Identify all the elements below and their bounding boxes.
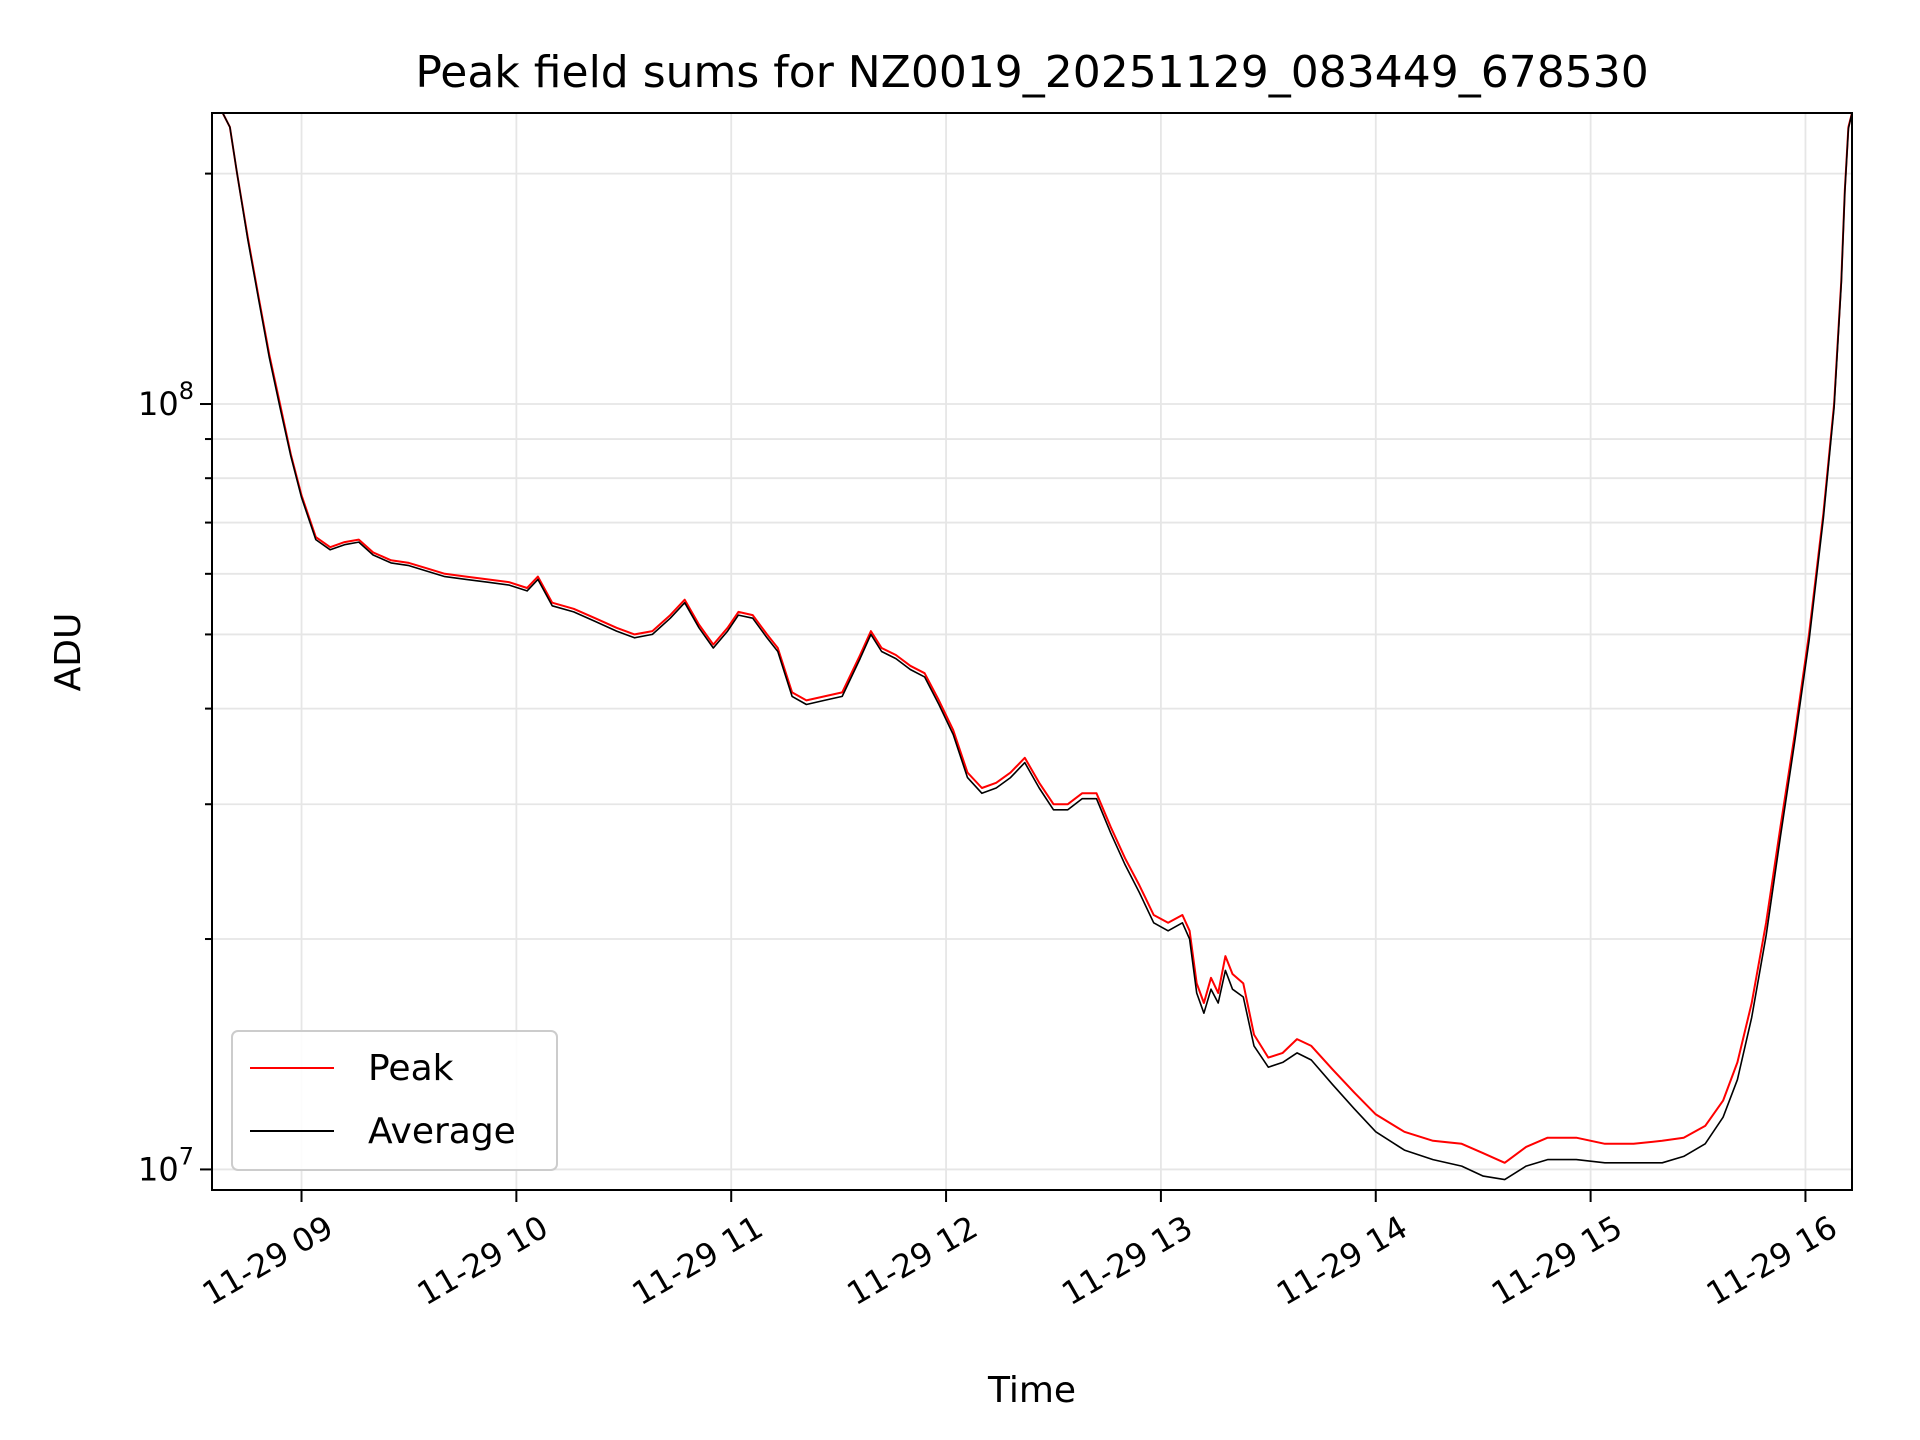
series-layer [212, 112, 1853, 1181]
x-tick-label: 11-29 11 [626, 1208, 770, 1313]
y-tick-exponent: 8 [179, 377, 194, 405]
y-tick-label: 107 [138, 1142, 194, 1188]
y-tick-base: 10 [138, 385, 179, 423]
x-tick-label: 11-29 15 [1485, 1208, 1629, 1313]
y-tick-exponent: 7 [179, 1142, 194, 1170]
x-axis: 11-29 09 11-29 10 11-29 11 11-29 12 11-29 13… [196, 1190, 1844, 1313]
x-tick-label: 11-29 13 [1055, 1208, 1199, 1313]
x-tick-label: 11-29 09 [196, 1208, 340, 1313]
legend-box [231, 1030, 558, 1171]
legend: Peak Average [231, 1030, 558, 1171]
series-line-peak [212, 112, 1853, 1164]
y-axis-label: ADU [48, 613, 89, 692]
x-tick-label: 11-29 10 [411, 1208, 555, 1313]
x-tick-label: 11-29 16 [1700, 1208, 1844, 1313]
grid-layer [212, 113, 1852, 1190]
x-tick-label: 11-29 12 [840, 1208, 984, 1313]
legend-label-average: Average [368, 1111, 516, 1152]
y-tick-base: 10 [138, 1150, 179, 1188]
plot-frame [211, 112, 1853, 1191]
x-tick-label: 11-29 14 [1270, 1208, 1414, 1313]
chart-title: Peak field sums for NZ0019_20251129_0834… [415, 47, 1648, 98]
legend-label-peak: Peak [368, 1048, 454, 1089]
y-tick-label: 108 [138, 377, 194, 423]
x-axis-label: Time [987, 1370, 1076, 1411]
series-line-average [212, 112, 1853, 1181]
